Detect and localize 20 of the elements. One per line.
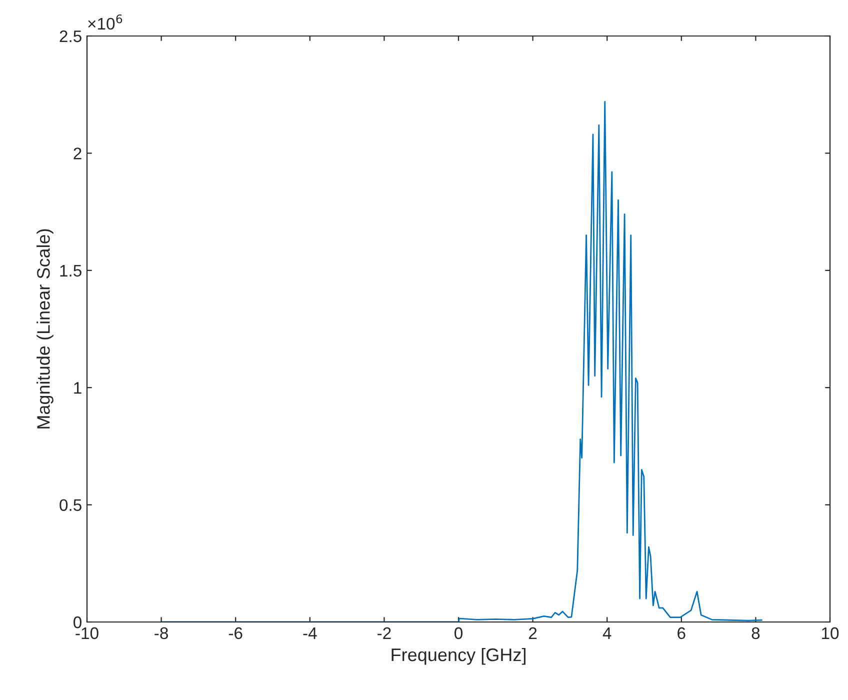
x-tick-label: 0 — [454, 627, 462, 640]
y-tick-label: 1 — [74, 382, 82, 394]
text: ×10$^{6}$ — [88, 14, 122, 30]
y-tick-label: 2 — [74, 148, 82, 160]
y-tick-label: 2.5 — [60, 30, 82, 42]
x-tick-label: -2 — [378, 627, 391, 639]
x-tick-label: -4 — [303, 627, 317, 639]
y-axis-title: Magnitude (Linear Scale) — [36, 229, 54, 428]
x-tick-label: 6 — [678, 627, 686, 640]
y-tick-label: 0 — [74, 616, 82, 628]
x-tick-label: 10 — [822, 627, 839, 640]
x-tick-label: -8 — [154, 627, 168, 640]
x-axis-title: Frequency [GHz] — [392, 648, 526, 665]
x-tick-label: 4 — [602, 627, 612, 639]
x-tick-label: 8 — [752, 627, 760, 640]
y-tick-label: 0.5 — [60, 499, 82, 512]
y-tick-label: 1.5 — [60, 264, 82, 277]
x-tick-label: -6 — [228, 627, 242, 640]
x-tick-label: -10 — [76, 627, 98, 640]
x-tick-label: 2 — [529, 627, 537, 639]
